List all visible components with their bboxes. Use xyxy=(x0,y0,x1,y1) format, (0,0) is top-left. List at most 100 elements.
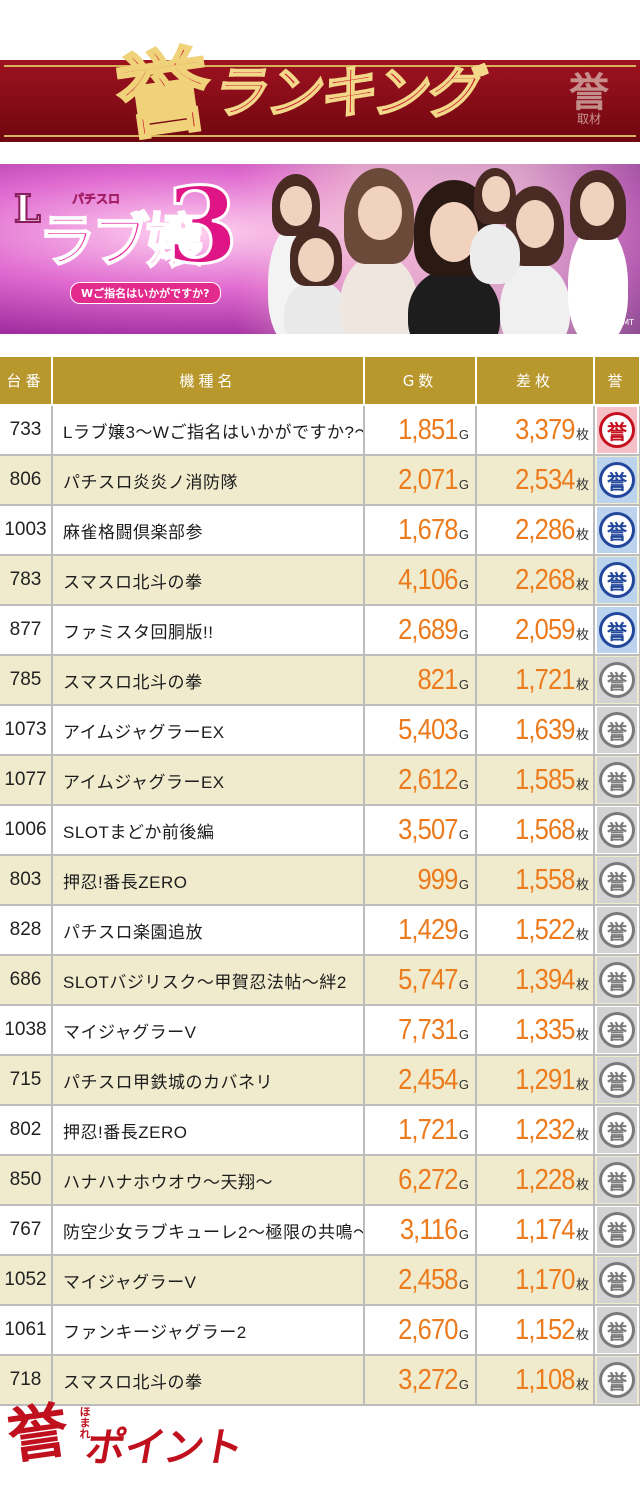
badge-cell: 誉 xyxy=(594,405,640,456)
table-row: 1003 麻雀格闘倶楽部参 1,678G 2,286枚誉 xyxy=(0,505,640,556)
game-count: 1,721 xyxy=(398,1113,458,1146)
game-count: 2,612 xyxy=(398,763,458,796)
machine-name: マイジャグラーV xyxy=(52,1255,365,1306)
game-count-cell: 5,403G xyxy=(364,705,477,756)
header-machine-name: 機種名 xyxy=(52,357,365,406)
game-unit: G xyxy=(458,976,469,992)
machine-number: 802 xyxy=(0,1105,53,1156)
machine-number: 1077 xyxy=(0,755,53,806)
coin-difference: 2,286 xyxy=(515,513,576,546)
game-count: 2,458 xyxy=(398,1263,458,1296)
table-row: 733 Lラブ嬢3～Wご指名はいかがですか?～ 1,851G 3,379枚誉 xyxy=(0,405,640,456)
badge-cell: 誉 xyxy=(594,1355,640,1406)
machine-name: 押忍!番長ZERO xyxy=(52,855,365,906)
coin-unit: 枚 xyxy=(575,1376,589,1392)
table-body: 733 Lラブ嬢3～Wご指名はいかがですか?～ 1,851G 3,379枚誉 806 パチ… xyxy=(0,405,640,1406)
model-face xyxy=(298,238,334,282)
game-count-cell: 3,507G xyxy=(364,805,477,856)
coin-difference: 1,232 xyxy=(515,1113,576,1146)
logo-number: 3 xyxy=(164,164,239,287)
gold-homare-medal-icon: 誉 xyxy=(599,412,635,448)
badge-background: 誉 xyxy=(597,1007,637,1053)
game-count-cell: 2,612G xyxy=(364,755,477,806)
machine-number: 767 xyxy=(0,1205,53,1256)
points-section-header: 誉 ほまれ ポイント xyxy=(0,1395,640,1492)
coin-unit: 枚 xyxy=(575,1276,589,1292)
model-face xyxy=(358,186,402,240)
game-unit: G xyxy=(458,1076,469,1092)
badge-background: 誉 xyxy=(597,407,637,453)
coin-difference: 2,534 xyxy=(515,463,576,496)
badge-cell: 誉 xyxy=(594,505,640,556)
badge-background: 誉 xyxy=(597,557,637,603)
coin-unit: 枚 xyxy=(575,676,589,692)
game-count-cell: 7,731G xyxy=(364,1005,477,1056)
game-unit: G xyxy=(458,776,469,792)
machine-number: 1061 xyxy=(0,1305,53,1356)
machine-number: 1038 xyxy=(0,1005,53,1056)
coin-unit: 枚 xyxy=(575,1326,589,1342)
coin-difference: 1,558 xyxy=(515,863,576,896)
badge-cell: 誉 xyxy=(594,1255,640,1306)
ranking-banner: 誉 ランキング 誉 取材 xyxy=(0,0,640,155)
badge-cell: 誉 xyxy=(594,805,640,856)
coin-unit: 枚 xyxy=(575,776,589,792)
silver-homare-medal-icon: 誉 xyxy=(599,1112,635,1148)
game-count-cell: 5,747G xyxy=(364,955,477,1006)
badge-background: 誉 xyxy=(597,1307,637,1353)
coin-difference-cell: 1,522枚 xyxy=(476,905,595,956)
badge-cell: 誉 xyxy=(594,1305,640,1356)
silver-homare-medal-icon: 誉 xyxy=(599,1062,635,1098)
badge-cell: 誉 xyxy=(594,655,640,706)
game-count-cell: 3,116G xyxy=(364,1205,477,1256)
table-row: 806 パチスロ炎炎ノ消防隊 2,071G 2,534枚誉 xyxy=(0,455,640,506)
header-coin-difference: 差枚 xyxy=(476,357,595,406)
badge-background: 誉 xyxy=(597,957,637,1003)
badge-cell: 誉 xyxy=(594,605,640,656)
game-unit: G xyxy=(458,676,469,692)
blue-homare-medal-icon: 誉 xyxy=(599,462,635,498)
coin-difference: 1,721 xyxy=(515,663,576,696)
game-count: 5,403 xyxy=(398,713,458,746)
logo-title: ラブ嬢 xyxy=(37,206,205,276)
seal-caption: 取材 xyxy=(576,112,601,127)
coin-unit: 枚 xyxy=(575,576,589,592)
machine-number: 803 xyxy=(0,855,53,906)
game-count: 2,670 xyxy=(398,1313,458,1346)
coin-unit: 枚 xyxy=(575,1076,589,1092)
model-figure xyxy=(568,224,628,334)
coin-unit: 枚 xyxy=(575,426,589,442)
coin-difference-cell: 1,291枚 xyxy=(476,1055,595,1106)
coin-difference: 2,059 xyxy=(515,613,576,646)
game-unit: G xyxy=(458,1376,469,1392)
game-unit: G xyxy=(458,526,469,542)
model-figure xyxy=(470,224,520,284)
machine-number: 1006 xyxy=(0,805,53,856)
game-count: 3,507 xyxy=(398,813,458,846)
logo-subtitle: Wご指名はいかがですか? xyxy=(70,282,221,304)
game-count-cell: 1,429G xyxy=(364,905,477,956)
coin-difference: 1,152 xyxy=(515,1313,576,1346)
table-row: 802 押忍!番長ZERO 1,721G 1,232枚誉 xyxy=(0,1105,640,1156)
banner-background xyxy=(0,60,640,142)
coin-difference: 1,639 xyxy=(515,713,576,746)
game-unit: G xyxy=(458,1176,469,1192)
header-badge: 誉 xyxy=(594,357,640,406)
coin-unit: 枚 xyxy=(575,476,589,492)
machine-name: 押忍!番長ZERO xyxy=(52,1105,365,1156)
badge-background: 誉 xyxy=(597,707,637,753)
game-unit: G xyxy=(458,626,469,642)
game-count-cell: 821G xyxy=(364,655,477,706)
game-unit: G xyxy=(458,726,469,742)
promo-image xyxy=(0,164,640,334)
machine-number: 1052 xyxy=(0,1255,53,1306)
game-unit: G xyxy=(458,1126,469,1142)
coin-difference-cell: 1,152枚 xyxy=(476,1305,595,1356)
game-unit: G xyxy=(458,576,469,592)
game-count-cell: 2,458G xyxy=(364,1255,477,1306)
coin-unit: 枚 xyxy=(575,726,589,742)
badge-background: 誉 xyxy=(597,1257,637,1303)
machine-name: スマスロ北斗の拳 xyxy=(52,555,365,606)
silver-homare-medal-icon: 誉 xyxy=(599,662,635,698)
machine-number: 1073 xyxy=(0,705,53,756)
